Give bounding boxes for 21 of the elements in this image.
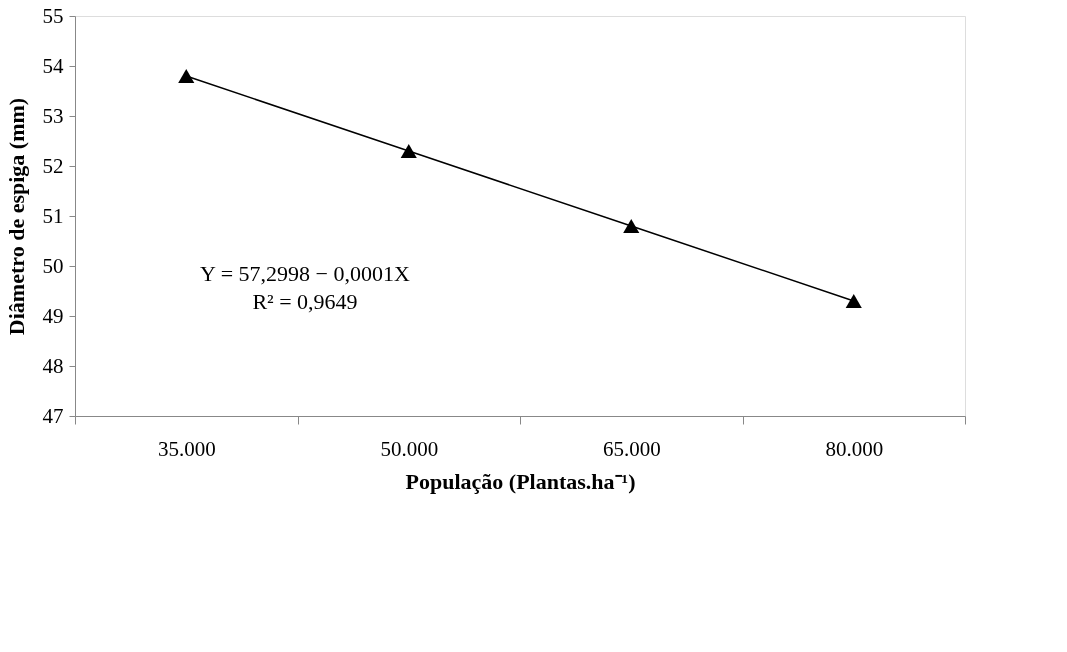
y-tick-label: 48 bbox=[42, 353, 64, 378]
x-tick-label: 80.000 bbox=[825, 436, 884, 461]
x-axis-title: População (Plantas.ha⁻¹) bbox=[405, 468, 636, 494]
y-tick-label: 54 bbox=[42, 53, 64, 78]
y-tick-label: 49 bbox=[42, 303, 64, 328]
y-tick-label: 50 bbox=[42, 253, 64, 278]
x-tick-label: 35.000 bbox=[157, 436, 216, 461]
point bbox=[845, 294, 862, 308]
point bbox=[400, 144, 417, 158]
y-tick-label: 47 bbox=[42, 403, 64, 428]
point bbox=[178, 69, 195, 83]
x-tick-label: 65.000 bbox=[602, 436, 661, 461]
y-tick-label: 51 bbox=[42, 203, 64, 228]
annotation: Y = 57,2998 − 0,0001X bbox=[200, 261, 410, 286]
point bbox=[623, 219, 640, 233]
y-tick-label: 55 bbox=[42, 3, 64, 28]
x-tick-label: 50.000 bbox=[380, 436, 439, 461]
y-tick-label: 52 bbox=[42, 153, 64, 178]
y-axis-title: Diâmetro de espiga (mm) bbox=[3, 97, 29, 336]
y-tick-label: 53 bbox=[42, 103, 64, 128]
annotation: R² = 0,9649 bbox=[252, 289, 358, 314]
